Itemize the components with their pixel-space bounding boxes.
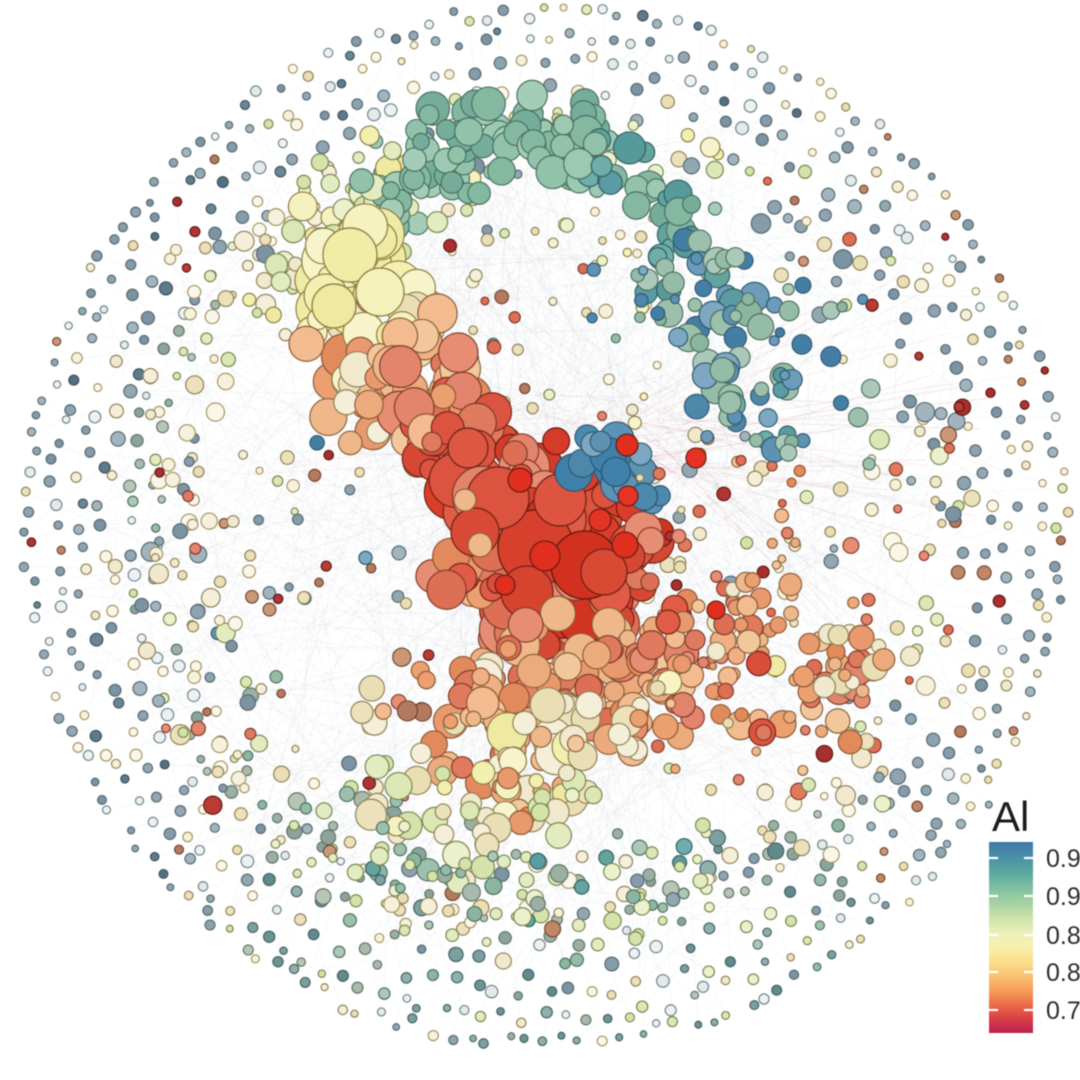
svg-text:0.90: 0.90 (1046, 883, 1080, 911)
svg-text:0.85: 0.85 (1046, 922, 1080, 950)
svg-text:0.95: 0.95 (1046, 845, 1080, 873)
svg-text:Al: Al (992, 793, 1029, 840)
svg-text:0.80: 0.80 (1046, 959, 1080, 987)
svg-text:0.75: 0.75 (1046, 997, 1080, 1025)
